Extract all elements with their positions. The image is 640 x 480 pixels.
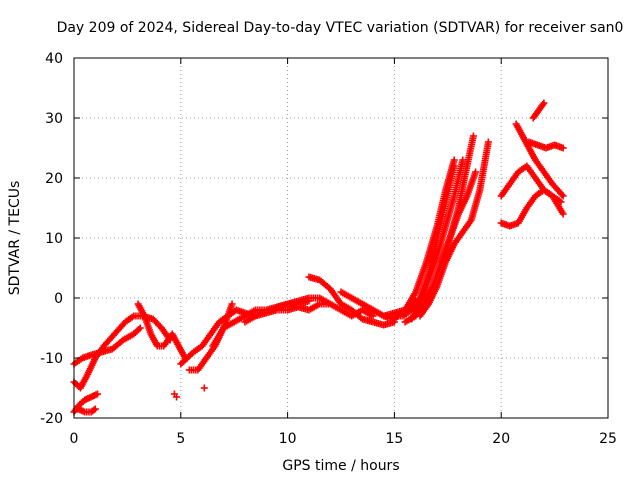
data-point	[228, 300, 236, 308]
data-point	[540, 99, 548, 107]
y-tick-label: 10	[45, 231, 63, 247]
data-point	[484, 138, 492, 146]
y-tick-label: -20	[40, 411, 63, 427]
y-tick-label: -10	[40, 351, 63, 367]
chart-title: Day 209 of 2024, Sidereal Day-to-day VTE…	[57, 20, 624, 36]
data-point	[450, 156, 458, 164]
x-tick-label: 25	[599, 431, 617, 447]
data-point	[91, 405, 99, 413]
data-point	[200, 384, 208, 392]
data-point	[369, 312, 377, 320]
x-tick-labels: 0 5 10 15 20 25	[70, 431, 617, 447]
x-tick-label: 20	[492, 431, 510, 447]
y-tick-label: 20	[45, 171, 63, 187]
x-tick-label: 0	[70, 431, 79, 447]
axis-ticks	[73, 57, 609, 419]
data-point	[459, 156, 467, 164]
grid-lines	[74, 58, 608, 418]
data-point	[472, 168, 480, 176]
x-tick-label: 10	[279, 431, 297, 447]
y-tick-label: 30	[45, 111, 63, 127]
data-point	[559, 210, 567, 218]
data-points	[70, 99, 567, 416]
data-point	[93, 390, 101, 398]
data-point	[469, 132, 477, 140]
data-point	[173, 393, 181, 401]
data-point	[559, 192, 567, 200]
x-tick-label: 15	[385, 431, 403, 447]
data-point	[559, 144, 567, 152]
x-tick-label: 5	[176, 431, 185, 447]
y-tick-label: 40	[45, 51, 63, 67]
data-point	[136, 324, 144, 332]
y-tick-labels: -20 -10 0 10 20 30 40	[40, 51, 63, 427]
data-point	[90, 406, 98, 414]
x-axis-label: GPS time / hours	[282, 458, 399, 474]
y-axis-label: SDTVAR / TECUs	[7, 181, 23, 296]
data-point	[450, 162, 458, 170]
data-point	[558, 191, 566, 198]
data-point	[539, 101, 547, 108]
y-tick-label: 0	[54, 291, 63, 307]
